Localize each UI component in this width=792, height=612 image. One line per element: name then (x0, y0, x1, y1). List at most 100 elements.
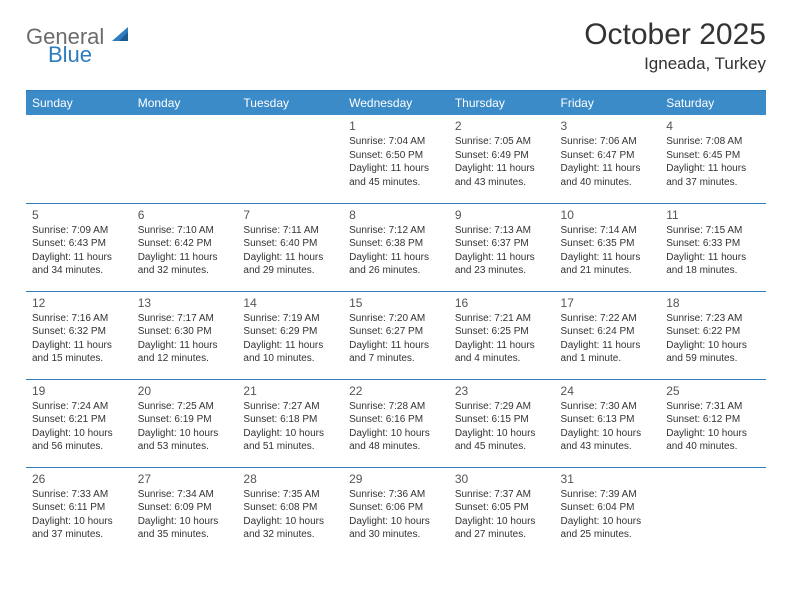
calendar-day-cell: 3 Sunrise: 7:06 AMSunset: 6:47 PMDaylight… (555, 115, 661, 203)
day-number: 19 (32, 384, 126, 398)
day-info: Sunrise: 7:17 AMSunset: 6:30 PMDaylight:… (138, 312, 232, 366)
calendar-day-cell: 22 Sunrise: 7:28 AMSunset: 6:16 PMDayligh… (343, 379, 449, 467)
day-number: 12 (32, 296, 126, 310)
day-info: Sunrise: 7:19 AMSunset: 6:29 PMDaylight:… (243, 312, 337, 366)
day-number: 22 (349, 384, 443, 398)
day-info: Sunrise: 7:39 AMSunset: 6:04 PMDaylight:… (561, 488, 655, 542)
calendar-day-cell: 18 Sunrise: 7:23 AMSunset: 6:22 PMDayligh… (660, 291, 766, 379)
day-number: 23 (455, 384, 549, 398)
calendar-day-cell: 5Sunrise: 7:09 AMSunset: 6:43 PMDaylight… (26, 203, 132, 291)
calendar-day-cell: 30Sunrise: 7:37 AMSunset: 6:05 PMDayligh… (449, 467, 555, 555)
day-number: 28 (243, 472, 337, 486)
calendar-day-cell: 2 Sunrise: 7:05 AMSunset: 6:49 PMDaylight… (449, 115, 555, 203)
weekday-header: Sunday (26, 91, 132, 116)
day-info: Sunrise: 7:34 AMSunset: 6:09 PMDaylight:… (138, 488, 232, 542)
weekday-header: Monday (132, 91, 238, 116)
calendar-day-cell: 17 Sunrise: 7:22 AMSunset: 6:24 PMDayligh… (555, 291, 661, 379)
calendar-table: SundayMondayTuesdayWednesdayThursdayFrid… (26, 90, 766, 555)
calendar-day-cell: 1Sunrise: 7:04 AMSunset: 6:50 PMDaylight… (343, 115, 449, 203)
day-number: 21 (243, 384, 337, 398)
calendar-day-cell: 23Sunrise: 7:29 AMSunset: 6:15 PMDayligh… (449, 379, 555, 467)
day-number: 6 (138, 208, 232, 222)
day-number: 20 (138, 384, 232, 398)
day-number: 13 (138, 296, 232, 310)
calendar-day-cell: 15 Sunrise: 7:20 AMSunset: 6:27 PMDayligh… (343, 291, 449, 379)
weekday-header: Saturday (660, 91, 766, 116)
day-info: Sunrise: 7:06 AMSunset: 6:47 PMDaylight:… (561, 135, 655, 189)
day-info: Sunrise: 7:13 AMSunset: 6:37 PMDaylight:… (455, 224, 549, 278)
day-info: Sunrise: 7:28 AMSunset: 6:16 PMDaylight:… (349, 400, 443, 454)
day-number: 8 (349, 208, 443, 222)
day-number: 3 (561, 119, 655, 133)
calendar-day-cell: 4Sunrise: 7:08 AMSunset: 6:45 PMDaylight… (660, 115, 766, 203)
day-info: Sunrise: 7:14 AMSunset: 6:35 PMDaylight:… (561, 224, 655, 278)
calendar-week-row: 12 Sunrise: 7:16 AMSunset: 6:32 PMDayligh… (26, 291, 766, 379)
calendar-day-cell: 8 Sunrise: 7:12 AMSunset: 6:38 PMDaylight… (343, 203, 449, 291)
calendar-day-cell: 29 Sunrise: 7:36 AMSunset: 6:06 PMDayligh… (343, 467, 449, 555)
day-number: 18 (666, 296, 760, 310)
calendar-day-cell: 7 Sunrise: 7:11 AMSunset: 6:40 PMDaylight… (237, 203, 343, 291)
calendar-day-cell: 16Sunrise: 7:21 AMSunset: 6:25 PMDayligh… (449, 291, 555, 379)
weekday-header: Tuesday (237, 91, 343, 116)
logo: General Blue (26, 24, 130, 50)
calendar-day-cell: 31 Sunrise: 7:39 AMSunset: 6:04 PMDayligh… (555, 467, 661, 555)
day-number: 1 (349, 119, 443, 133)
day-number: 25 (666, 384, 760, 398)
calendar-day-cell: 11 Sunrise: 7:15 AMSunset: 6:33 PMDayligh… (660, 203, 766, 291)
calendar-day-cell (660, 467, 766, 555)
day-number: 27 (138, 472, 232, 486)
day-number: 31 (561, 472, 655, 486)
calendar-day-cell: 26 Sunrise: 7:33 AMSunset: 6:11 PMDayligh… (26, 467, 132, 555)
calendar-day-cell: 13 Sunrise: 7:17 AMSunset: 6:30 PMDayligh… (132, 291, 238, 379)
calendar-day-cell: 21 Sunrise: 7:27 AMSunset: 6:18 PMDayligh… (237, 379, 343, 467)
calendar-day-cell: 27 Sunrise: 7:34 AMSunset: 6:09 PMDayligh… (132, 467, 238, 555)
day-info: Sunrise: 7:08 AMSunset: 6:45 PMDaylight:… (666, 135, 760, 189)
calendar-day-cell: 9 Sunrise: 7:13 AMSunset: 6:37 PMDaylight… (449, 203, 555, 291)
day-info: Sunrise: 7:31 AMSunset: 6:12 PMDaylight:… (666, 400, 760, 454)
logo-text-blue: Blue (48, 42, 92, 68)
calendar-day-cell: 19Sunrise: 7:24 AMSunset: 6:21 PMDayligh… (26, 379, 132, 467)
weekday-header: Wednesday (343, 91, 449, 116)
calendar-day-cell: 28Sunrise: 7:35 AMSunset: 6:08 PMDayligh… (237, 467, 343, 555)
day-info: Sunrise: 7:30 AMSunset: 6:13 PMDaylight:… (561, 400, 655, 454)
calendar-week-row: 26 Sunrise: 7:33 AMSunset: 6:11 PMDayligh… (26, 467, 766, 555)
day-number: 11 (666, 208, 760, 222)
calendar-day-cell (26, 115, 132, 203)
logo-sail-icon (110, 25, 130, 50)
day-info: Sunrise: 7:12 AMSunset: 6:38 PMDaylight:… (349, 224, 443, 278)
day-number: 16 (455, 296, 549, 310)
calendar-header-row: SundayMondayTuesdayWednesdayThursdayFrid… (26, 91, 766, 116)
day-info: Sunrise: 7:15 AMSunset: 6:33 PMDaylight:… (666, 224, 760, 278)
day-info: Sunrise: 7:25 AMSunset: 6:19 PMDaylight:… (138, 400, 232, 454)
day-number: 9 (455, 208, 549, 222)
day-info: Sunrise: 7:10 AMSunset: 6:42 PMDaylight:… (138, 224, 232, 278)
header: General Blue October 2025 Igneada, Turke… (26, 18, 766, 74)
day-number: 17 (561, 296, 655, 310)
day-info: Sunrise: 7:23 AMSunset: 6:22 PMDaylight:… (666, 312, 760, 366)
day-info: Sunrise: 7:36 AMSunset: 6:06 PMDaylight:… (349, 488, 443, 542)
calendar-day-cell: 20 Sunrise: 7:25 AMSunset: 6:19 PMDayligh… (132, 379, 238, 467)
day-number: 26 (32, 472, 126, 486)
calendar-week-row: 5Sunrise: 7:09 AMSunset: 6:43 PMDaylight… (26, 203, 766, 291)
location: Igneada, Turkey (584, 54, 766, 74)
weekday-header: Friday (555, 91, 661, 116)
day-number: 2 (455, 119, 549, 133)
day-info: Sunrise: 7:22 AMSunset: 6:24 PMDaylight:… (561, 312, 655, 366)
calendar-day-cell (237, 115, 343, 203)
day-number: 29 (349, 472, 443, 486)
day-info: Sunrise: 7:11 AMSunset: 6:40 PMDaylight:… (243, 224, 337, 278)
weekday-header: Thursday (449, 91, 555, 116)
calendar-day-cell: 25 Sunrise: 7:31 AMSunset: 6:12 PMDayligh… (660, 379, 766, 467)
day-number: 30 (455, 472, 549, 486)
day-info: Sunrise: 7:20 AMSunset: 6:27 PMDaylight:… (349, 312, 443, 366)
day-info: Sunrise: 7:16 AMSunset: 6:32 PMDaylight:… (32, 312, 126, 366)
day-info: Sunrise: 7:33 AMSunset: 6:11 PMDaylight:… (32, 488, 126, 542)
calendar-week-row: 19Sunrise: 7:24 AMSunset: 6:21 PMDayligh… (26, 379, 766, 467)
day-info: Sunrise: 7:05 AMSunset: 6:49 PMDaylight:… (455, 135, 549, 189)
day-info: Sunrise: 7:27 AMSunset: 6:18 PMDaylight:… (243, 400, 337, 454)
calendar-day-cell (132, 115, 238, 203)
day-number: 14 (243, 296, 337, 310)
day-number: 5 (32, 208, 126, 222)
day-number: 15 (349, 296, 443, 310)
day-number: 7 (243, 208, 337, 222)
